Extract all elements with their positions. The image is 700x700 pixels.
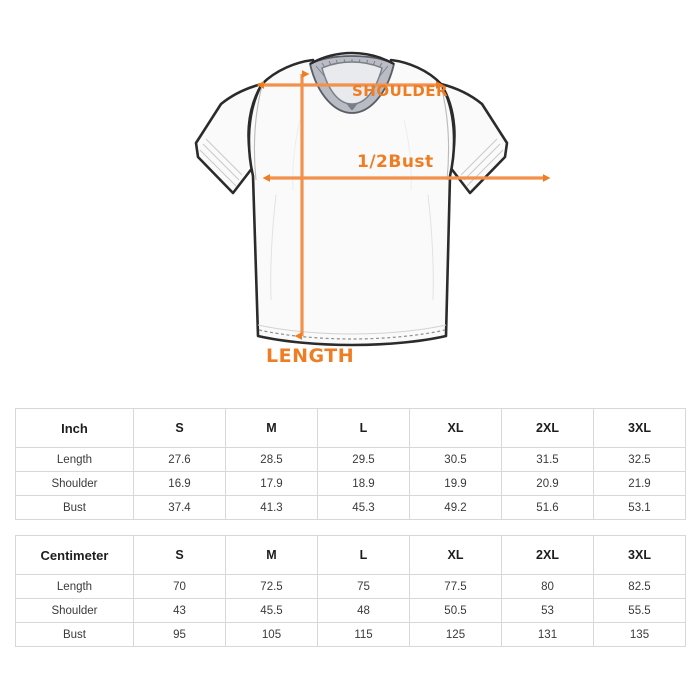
cell-value: 21.9 (593, 471, 686, 496)
cell-value: 45.5 (225, 598, 318, 623)
cell-value: 18.9 (317, 471, 410, 496)
centimeter-size-table-wrapper: Centimeter S M L XL 2XL 3XL Length 70 72… (15, 535, 686, 647)
table-row: Shoulder 16.9 17.9 18.9 19.9 20.9 21.9 (15, 471, 686, 496)
half-bust-label: 1/2Bust (357, 152, 434, 172)
centimeter-size-table: Centimeter S M L XL 2XL 3XL Length 70 72… (15, 535, 686, 647)
cell-value: 53 (501, 598, 594, 623)
cell-value: 19.9 (409, 471, 502, 496)
row-label: Bust (15, 622, 134, 647)
measurement-lines (256, 70, 551, 340)
unit-label: Centimeter (15, 535, 134, 575)
cell-value: 20.9 (501, 471, 594, 496)
cell-value: 80 (501, 574, 594, 599)
row-label: Length (15, 574, 134, 599)
row-label: Bust (15, 495, 134, 520)
cell-value: 43 (133, 598, 226, 623)
table-row: Length 27.6 28.5 29.5 30.5 31.5 32.5 (15, 447, 686, 472)
size-header-2xl: 2XL (501, 408, 594, 448)
size-header-s: S (133, 408, 226, 448)
cell-value: 50.5 (409, 598, 502, 623)
cell-value: 70 (133, 574, 226, 599)
cell-value: 53.1 (593, 495, 686, 520)
cell-value: 51.6 (501, 495, 594, 520)
table-header-row: Centimeter S M L XL 2XL 3XL (15, 535, 686, 575)
cell-value: 29.5 (317, 447, 410, 472)
tshirt-diagram: SHOULDER 1/2Bust LENGTH (194, 51, 551, 367)
cell-value: 27.6 (133, 447, 226, 472)
cell-value: 72.5 (225, 574, 318, 599)
size-header-2xl: 2XL (501, 535, 594, 575)
table-row: Bust 37.4 41.3 45.3 49.2 51.6 53.1 (15, 495, 686, 520)
inch-size-table-wrapper: Inch S M L XL 2XL 3XL Length 27.6 28.5 2… (15, 408, 686, 520)
cell-value: 55.5 (593, 598, 686, 623)
row-label: Shoulder (15, 598, 134, 623)
row-label: Length (15, 447, 134, 472)
cell-value: 115 (317, 622, 410, 647)
table-header-row: Inch S M L XL 2XL 3XL (15, 408, 686, 448)
size-header-l: L (317, 408, 410, 448)
cell-value: 77.5 (409, 574, 502, 599)
cell-value: 16.9 (133, 471, 226, 496)
unit-label: Inch (15, 408, 134, 448)
cell-value: 41.3 (225, 495, 318, 520)
length-label: LENGTH (266, 345, 355, 367)
size-header-s: S (133, 535, 226, 575)
cell-value: 28.5 (225, 447, 318, 472)
cell-value: 125 (409, 622, 502, 647)
row-label: Shoulder (15, 471, 134, 496)
size-header-m: M (225, 408, 318, 448)
cell-value: 48 (317, 598, 410, 623)
table-row: Shoulder 43 45.5 48 50.5 53 55.5 (15, 598, 686, 623)
cell-value: 45.3 (317, 495, 410, 520)
cell-value: 105 (225, 622, 318, 647)
cell-value: 75 (317, 574, 410, 599)
size-header-xl: XL (409, 535, 502, 575)
cell-value: 82.5 (593, 574, 686, 599)
cell-value: 37.4 (133, 495, 226, 520)
size-header-l: L (317, 535, 410, 575)
cell-value: 131 (501, 622, 594, 647)
cell-value: 17.9 (225, 471, 318, 496)
size-header-3xl: 3XL (593, 535, 686, 575)
cell-value: 32.5 (593, 447, 686, 472)
cell-value: 135 (593, 622, 686, 647)
inch-size-table: Inch S M L XL 2XL 3XL Length 27.6 28.5 2… (15, 408, 686, 520)
cell-value: 31.5 (501, 447, 594, 472)
size-header-m: M (225, 535, 318, 575)
cell-value: 49.2 (409, 495, 502, 520)
size-header-xl: XL (409, 408, 502, 448)
size-header-3xl: 3XL (593, 408, 686, 448)
table-row: Length 70 72.5 75 77.5 80 82.5 (15, 574, 686, 599)
table-row: Bust 95 105 115 125 131 135 (15, 622, 686, 647)
cell-value: 30.5 (409, 447, 502, 472)
cell-value: 95 (133, 622, 226, 647)
shoulder-label: SHOULDER (352, 82, 449, 100)
